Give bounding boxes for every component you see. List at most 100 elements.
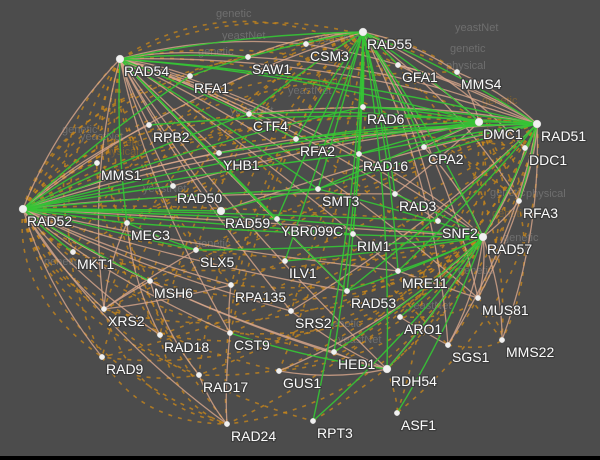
node-label-RPT3: RPT3 (317, 425, 353, 441)
node-RPT3[interactable] (310, 418, 316, 424)
node-RAD54[interactable] (115, 54, 125, 64)
node-SMT3[interactable] (315, 186, 321, 192)
edge-dashed (103, 236, 484, 324)
node-RAD59[interactable] (216, 206, 226, 216)
node-RAD57[interactable] (478, 232, 488, 242)
edge-green (148, 115, 538, 126)
edge-green (362, 31, 389, 370)
node-RIM1[interactable] (350, 231, 356, 237)
node-MKT1[interactable] (70, 249, 76, 255)
node-label-MUS81: MUS81 (482, 302, 529, 318)
node-SNF2[interactable] (435, 218, 441, 224)
node-RPA135[interactable] (228, 282, 234, 288)
edge-salmon (103, 284, 232, 310)
node-RAD24[interactable] (224, 421, 230, 427)
node-CPA2[interactable] (421, 144, 427, 150)
node-SGS1[interactable] (445, 342, 451, 348)
edge-green (518, 123, 538, 202)
node-RAD50[interactable] (170, 183, 176, 189)
node-RAD18[interactable] (157, 332, 163, 338)
node-RFA1[interactable] (187, 73, 193, 79)
edge-salmon (119, 58, 292, 312)
node-label-YHB1: YHB1 (223, 157, 260, 173)
edge-salmon (22, 208, 348, 292)
edge-dashed (230, 236, 484, 289)
edge-green (119, 58, 297, 140)
node-HED1[interactable] (331, 349, 337, 355)
node-DDC1[interactable] (522, 145, 528, 151)
edge-green (362, 31, 480, 123)
node-XRS2[interactable] (101, 306, 107, 312)
node-GUS1[interactable] (276, 368, 282, 374)
watermark: yeastNet (222, 30, 265, 42)
node-RAD53[interactable] (344, 288, 350, 294)
node-ILV1[interactable] (282, 258, 288, 264)
edge-dashed (477, 297, 503, 341)
watermark: genetic (326, 318, 362, 330)
node-label-SLX5: SLX5 (200, 254, 234, 270)
node-RAD9[interactable] (99, 354, 105, 360)
edge-dashed (278, 236, 484, 372)
node-SAW1[interactable] (245, 54, 251, 60)
edge-salmon (22, 208, 228, 425)
node-SRS2[interactable] (288, 308, 294, 314)
node-YHB1[interactable] (216, 150, 222, 156)
edge-dashed (103, 123, 538, 310)
edge-green (362, 31, 538, 125)
edge-green (362, 31, 399, 272)
node-MSH6[interactable] (147, 278, 153, 284)
watermark: genetic (492, 208, 528, 220)
edge-green (220, 188, 319, 212)
node-CTF4[interactable] (246, 111, 252, 117)
node-label-ARO1: ARO1 (404, 321, 442, 337)
edge-salmon (290, 310, 388, 370)
node-DMC1[interactable] (474, 117, 484, 127)
node-SLX5[interactable] (193, 247, 199, 253)
node-RDH54[interactable] (382, 364, 392, 374)
node-label-RAD6: RAD6 (367, 111, 405, 127)
node-label-RAD3: RAD3 (399, 198, 437, 214)
edge-dashed (333, 121, 481, 353)
edge-dashed (72, 31, 364, 253)
edge-salmon (22, 208, 103, 358)
node-MMS4[interactable] (454, 69, 460, 75)
node-RAD52[interactable] (18, 204, 28, 214)
node-MEC3[interactable] (124, 220, 130, 226)
node-MRE11[interactable] (395, 268, 401, 274)
node-label-MMS1: MMS1 (101, 167, 142, 183)
node-label-CTF4: CTF4 (253, 118, 288, 134)
node-label-MRE11: MRE11 (402, 275, 448, 291)
edge-salmon (225, 332, 231, 425)
edge-green (396, 236, 484, 414)
node-RFA3[interactable] (516, 198, 522, 204)
node-MUS81[interactable] (475, 295, 481, 301)
node-RAD16[interactable] (356, 151, 362, 157)
node-MMS1[interactable] (94, 160, 100, 166)
node-label-CST9: CST9 (234, 337, 270, 353)
edge-green (317, 121, 480, 190)
node-RAD51[interactable] (532, 119, 542, 129)
edge-green (22, 208, 74, 253)
node-RPB2[interactable] (146, 122, 152, 128)
node-RAD55[interactable] (358, 27, 368, 37)
edge-salmon (447, 123, 538, 346)
edge-green (119, 31, 364, 60)
node-RAD6[interactable] (360, 104, 366, 110)
edge-salmon (456, 71, 480, 123)
edge-green (22, 153, 360, 210)
node-RAD3[interactable] (392, 191, 398, 197)
node-label-ILV1: ILV1 (289, 265, 317, 281)
node-RFA2[interactable] (293, 136, 299, 142)
node-ASF1[interactable] (394, 410, 400, 416)
node-GFA1[interactable] (395, 62, 401, 68)
edge-dashed (198, 123, 538, 376)
node-YBR099C[interactable] (274, 216, 280, 222)
edge-salmon (119, 58, 479, 299)
node-ARO1[interactable] (397, 314, 403, 320)
node-RAD17[interactable] (196, 372, 202, 378)
node-label-MKT1: MKT1 (77, 256, 115, 272)
node-CSM3[interactable] (303, 41, 309, 47)
node-MMS22[interactable] (499, 337, 505, 343)
node-CST9[interactable] (227, 330, 233, 336)
edge-salmon (22, 208, 105, 310)
